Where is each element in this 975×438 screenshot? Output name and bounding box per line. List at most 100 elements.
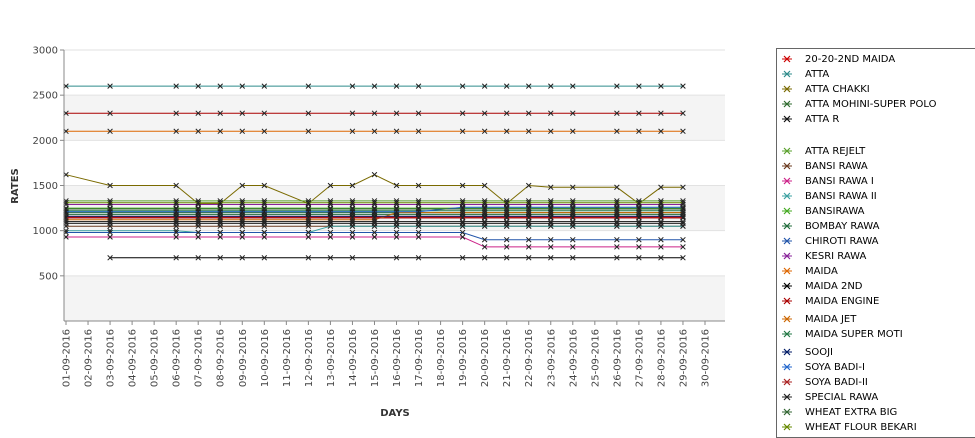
data-point — [217, 199, 223, 206]
data-point — [107, 255, 113, 261]
data-point — [503, 83, 510, 89]
data-point — [525, 215, 532, 221]
data-point — [239, 234, 246, 240]
data-point — [349, 215, 356, 221]
data-point — [503, 128, 510, 135]
data-point — [239, 110, 246, 116]
data-point — [658, 184, 664, 191]
data-point — [371, 171, 378, 178]
data-point — [107, 206, 113, 212]
series-maida-2nd — [107, 255, 686, 261]
data-point — [548, 83, 554, 89]
data-point — [195, 220, 201, 227]
data-point — [239, 199, 246, 206]
data-point — [636, 236, 642, 243]
data-point — [261, 206, 268, 212]
data-point — [614, 184, 620, 191]
data-point — [393, 220, 400, 227]
legend-item: MAIDA ENGINE — [781, 294, 879, 308]
series-wheat-extra-big — [63, 206, 686, 212]
legend-item: ATTA MOHINI-SUPER POLO — [781, 97, 936, 111]
legend-label: SOOJI — [805, 346, 833, 358]
data-point — [217, 215, 223, 221]
data-point — [481, 199, 488, 206]
legend-marker-icon — [781, 53, 793, 65]
data-point — [195, 234, 201, 240]
data-point — [503, 110, 510, 116]
data-point — [570, 199, 576, 206]
y-tick-label: 500 — [39, 271, 58, 282]
data-point — [327, 206, 334, 212]
data-point — [261, 255, 268, 261]
legend-label: SPECIAL RAWA — [805, 391, 879, 403]
data-point — [327, 255, 334, 261]
legend-label: BOMBAY RAWA — [805, 220, 880, 232]
data-point — [503, 255, 510, 261]
data-point — [680, 220, 686, 227]
data-point — [239, 83, 246, 89]
x-tick-label: 22-09-2016 — [524, 329, 535, 387]
data-point — [349, 206, 356, 212]
data-point — [195, 128, 201, 135]
data-point — [349, 255, 356, 261]
data-point — [614, 215, 620, 221]
x-tick-label: 15-09-2016 — [370, 329, 381, 387]
legend-item: ATTA R — [781, 112, 839, 126]
data-point — [503, 244, 510, 250]
data-point — [371, 206, 378, 212]
legend-marker-icon — [781, 391, 793, 403]
legend-marker-icon — [781, 235, 793, 247]
data-point — [239, 215, 246, 221]
data-point — [481, 110, 488, 116]
data-point — [107, 83, 113, 89]
data-point — [459, 182, 466, 189]
data-point — [459, 255, 466, 261]
x-tick-label: 30-09-2016 — [701, 329, 712, 387]
data-point — [217, 234, 223, 240]
data-point — [636, 215, 642, 221]
data-point — [525, 83, 532, 89]
data-point — [371, 83, 378, 89]
data-point — [349, 234, 356, 240]
data-point — [570, 206, 576, 212]
data-point — [503, 215, 510, 221]
data-point — [393, 229, 400, 236]
data-point — [393, 83, 400, 89]
data-point — [349, 83, 356, 89]
legend-item: SOOJI — [781, 345, 833, 359]
x-tick-label: 21-09-2016 — [502, 329, 513, 387]
data-point — [481, 236, 488, 243]
data-point — [107, 220, 113, 227]
data-point — [680, 236, 686, 243]
data-point — [415, 206, 422, 212]
data-point — [173, 206, 179, 212]
data-point — [393, 182, 400, 189]
data-point — [415, 110, 422, 116]
legend-marker-icon — [781, 406, 793, 418]
data-point — [570, 244, 576, 250]
legend-item: ATTA — [781, 67, 829, 81]
data-point — [525, 110, 532, 116]
x-tick-label: 28-09-2016 — [656, 329, 667, 387]
legend-item: WHEAT FLOUR BEKARI — [781, 420, 917, 434]
x-tick-label: 23-09-2016 — [546, 329, 557, 387]
legend-label: MAIDA JET — [805, 313, 857, 325]
x-tick-label: 03-09-2016 — [106, 329, 117, 387]
legend-label: BANSI RAWA II — [805, 190, 877, 202]
data-point — [393, 110, 400, 116]
legend-label: KESRI RAWA — [805, 250, 867, 262]
legend-marker-icon — [781, 295, 793, 307]
x-tick-label: 02-09-2016 — [84, 329, 95, 387]
data-point — [680, 244, 686, 250]
x-tick-label: 14-09-2016 — [348, 329, 359, 387]
data-point — [217, 255, 223, 261]
legend-marker-icon — [781, 361, 793, 373]
data-point — [636, 255, 642, 261]
legend-item: ATTA CHAKKI — [781, 82, 870, 96]
y-tick-label: 2500 — [33, 91, 58, 102]
data-point — [548, 206, 554, 212]
x-tick-label: 26-09-2016 — [612, 329, 623, 387]
legend-marker-icon — [781, 220, 793, 232]
data-point — [393, 206, 400, 212]
legend-marker-icon — [781, 205, 793, 217]
